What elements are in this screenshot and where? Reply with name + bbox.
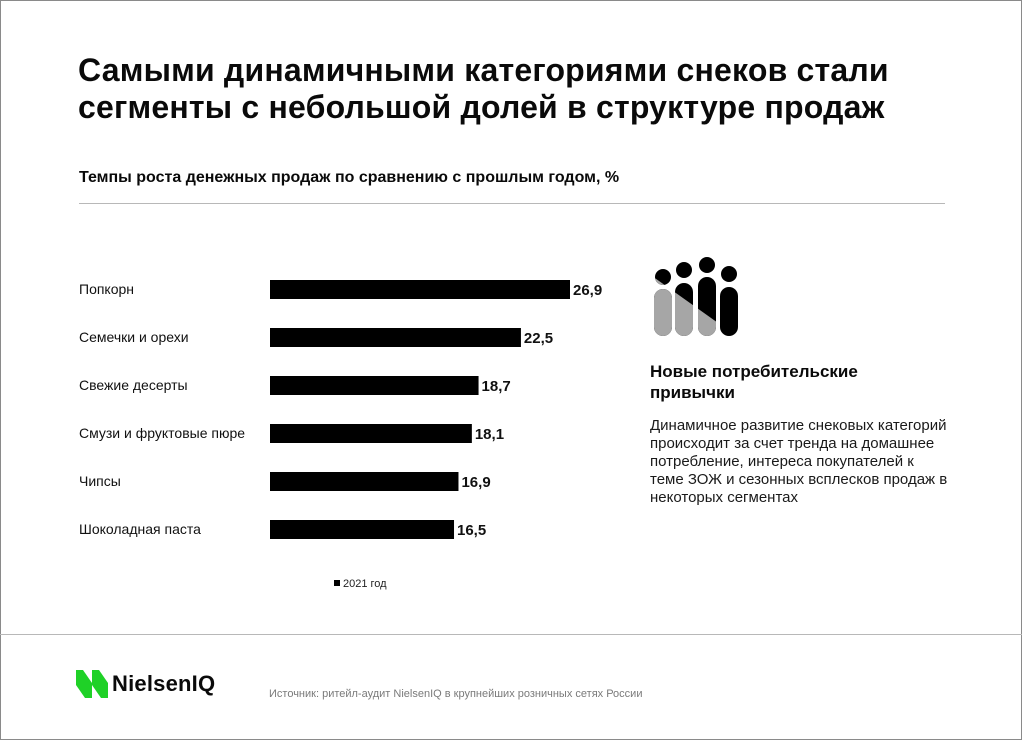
category-label: Смузи и фруктовые пюре — [79, 425, 245, 441]
chart-subtitle: Темпы роста денежных продаж по сравнению… — [79, 169, 620, 186]
legend-swatch — [334, 580, 340, 586]
bar — [270, 520, 455, 539]
bar — [270, 424, 472, 443]
nielseniq-logo-mark-icon — [76, 670, 108, 698]
data-label: 18,1 — [475, 426, 504, 443]
nielseniq-logo: NielsenIQ — [76, 668, 215, 700]
bar — [270, 328, 521, 347]
data-label: 18,7 — [482, 378, 511, 395]
data-label: 16,9 — [461, 474, 490, 491]
data-label: 16,5 — [457, 522, 486, 539]
footer-divider — [0, 634, 1022, 635]
bar — [270, 472, 459, 491]
bar-chart: Попкорн 26,9 Семечки и орехи 22,5 Свежие дес… — [79, 280, 602, 590]
data-label: 22,5 — [524, 330, 553, 347]
bar — [270, 280, 570, 299]
legend-label: 2021 год — [343, 578, 387, 590]
logo-text: NielsenIQ — [112, 671, 216, 696]
people-icon — [654, 257, 738, 336]
category-label: Свежие десерты — [79, 377, 188, 393]
data-label: 26,9 — [573, 282, 602, 299]
category-label: Чипсы — [79, 473, 121, 489]
insight-text: Динамичное развитие снековых категорий п… — [650, 417, 948, 506]
header-divider — [79, 203, 945, 204]
category-label: Шоколадная паста — [79, 521, 201, 537]
page-title: Самыми динамичными категориями снеков ст… — [78, 52, 889, 125]
category-label: Попкорн — [79, 281, 134, 297]
source-note: Источник: ритейл-аудит NielsenIQ в крупн… — [269, 688, 643, 700]
insight-title: Новые потребительские привычки — [650, 362, 858, 402]
category-label: Семечки и орехи — [79, 329, 189, 345]
bar — [270, 376, 479, 395]
